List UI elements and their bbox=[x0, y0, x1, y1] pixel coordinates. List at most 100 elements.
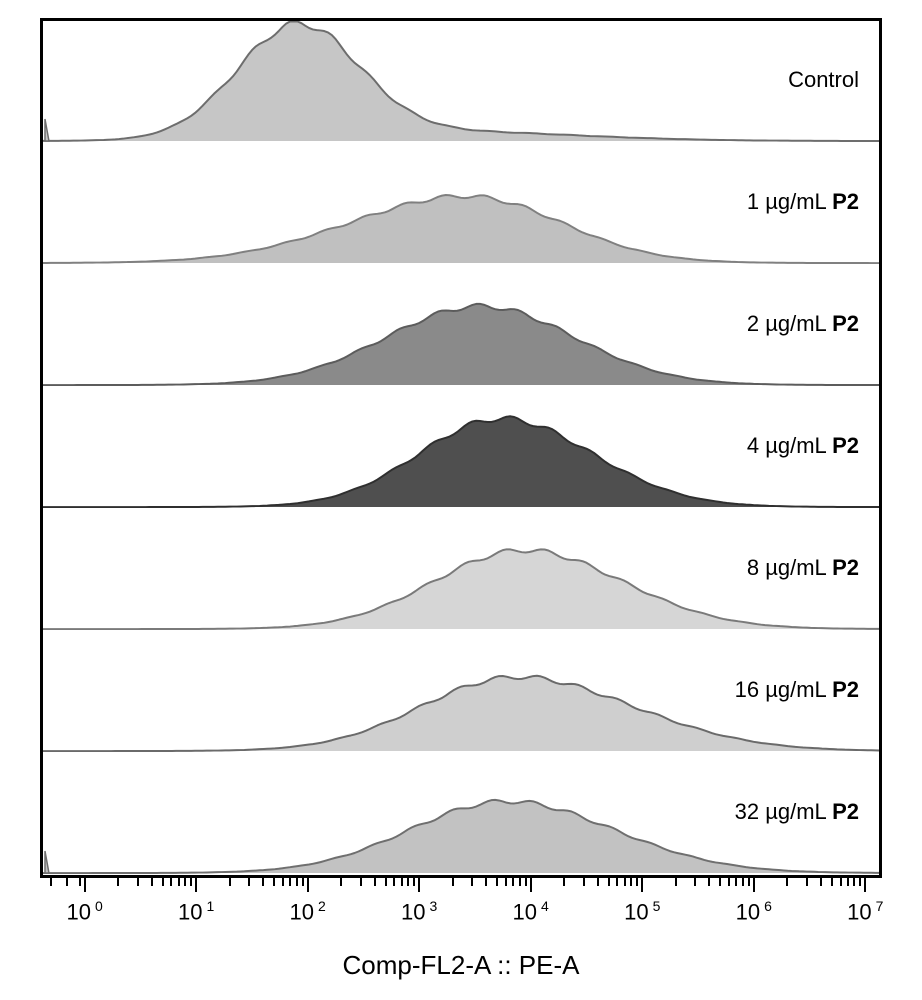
panel-label-bold: P2 bbox=[832, 189, 859, 214]
panel-label-prefix: Control bbox=[788, 67, 859, 92]
histogram-panel: 32 µg/mL P2 bbox=[43, 753, 879, 875]
tick-minor bbox=[831, 878, 833, 886]
tick-minor bbox=[452, 878, 454, 886]
tick-minor bbox=[853, 878, 855, 886]
tick-minor bbox=[820, 878, 822, 886]
tick-label: 102 bbox=[290, 898, 326, 925]
tick-minor bbox=[496, 878, 498, 886]
x-axis: 100 101 102 103 104 105 106 107 bbox=[40, 878, 882, 928]
tick-minor bbox=[413, 878, 415, 886]
tick-minor bbox=[636, 878, 638, 886]
tick-minor bbox=[401, 878, 403, 886]
panel-label: 4 µg/mL P2 bbox=[747, 433, 859, 459]
tick-minor bbox=[583, 878, 585, 886]
histogram-panel: Control bbox=[43, 21, 879, 143]
tick-minor bbox=[79, 878, 81, 886]
tick-minor bbox=[471, 878, 473, 886]
tick-minor bbox=[675, 878, 677, 886]
panel-label: 1 µg/mL P2 bbox=[747, 189, 859, 215]
tick-minor bbox=[360, 878, 362, 886]
chart-frame: Control1 µg/mL P22 µg/mL P24 µg/mL P28 µ… bbox=[40, 18, 882, 878]
panel-label-bold: P2 bbox=[832, 311, 859, 336]
tick-minor bbox=[563, 878, 565, 886]
tick-major bbox=[864, 878, 866, 892]
histogram-panel: 2 µg/mL P2 bbox=[43, 265, 879, 387]
tick-label: 106 bbox=[736, 898, 772, 925]
tick-major bbox=[530, 878, 532, 892]
tick-minor bbox=[248, 878, 250, 886]
tick-minor bbox=[485, 878, 487, 886]
tick-minor bbox=[786, 878, 788, 886]
tick-minor bbox=[385, 878, 387, 886]
tick-minor bbox=[859, 878, 861, 886]
tick-minor bbox=[505, 878, 507, 886]
tick-minor bbox=[616, 878, 618, 886]
tick-minor bbox=[719, 878, 721, 886]
panel-label-prefix: 8 µg/mL bbox=[747, 555, 832, 580]
panel-label: 16 µg/mL P2 bbox=[735, 677, 859, 703]
tick-minor bbox=[393, 878, 395, 886]
tick-minor bbox=[407, 878, 409, 886]
tick-minor bbox=[519, 878, 521, 886]
panel-label: 8 µg/mL P2 bbox=[747, 555, 859, 581]
tick-minor bbox=[178, 878, 180, 886]
tick-label: 105 bbox=[624, 898, 660, 925]
tick-minor bbox=[624, 878, 626, 886]
tick-minor bbox=[708, 878, 710, 886]
tick-minor bbox=[748, 878, 750, 886]
panel-label: 2 µg/mL P2 bbox=[747, 311, 859, 337]
tick-label: 104 bbox=[513, 898, 549, 925]
panel-label-prefix: 4 µg/mL bbox=[747, 433, 832, 458]
tick-minor bbox=[66, 878, 68, 886]
histogram-panel: 16 µg/mL P2 bbox=[43, 631, 879, 753]
tick-minor bbox=[742, 878, 744, 886]
tick-minor bbox=[117, 878, 119, 886]
tick-minor bbox=[229, 878, 231, 886]
tick-major bbox=[753, 878, 755, 892]
tick-minor bbox=[170, 878, 172, 886]
x-axis-title: Comp-FL2-A :: PE-A bbox=[0, 950, 922, 981]
tick-minor bbox=[151, 878, 153, 886]
panel-label-bold: P2 bbox=[832, 799, 859, 824]
tick-label: 107 bbox=[847, 898, 883, 925]
tick-major bbox=[84, 878, 86, 892]
tick-minor bbox=[273, 878, 275, 886]
tick-major bbox=[418, 878, 420, 892]
tick-minor bbox=[512, 878, 514, 886]
tick-minor bbox=[162, 878, 164, 886]
tick-minor bbox=[597, 878, 599, 886]
tick-minor bbox=[735, 878, 737, 886]
panel-label-prefix: 1 µg/mL bbox=[747, 189, 832, 214]
histogram-panel: 8 µg/mL P2 bbox=[43, 509, 879, 631]
x-axis-ticks bbox=[40, 878, 882, 896]
panel-label-bold: P2 bbox=[832, 677, 859, 702]
tick-minor bbox=[525, 878, 527, 886]
tick-minor bbox=[289, 878, 291, 886]
tick-minor bbox=[190, 878, 192, 886]
tick-major bbox=[307, 878, 309, 892]
tick-minor bbox=[262, 878, 264, 886]
tick-minor bbox=[728, 878, 730, 886]
tick-minor bbox=[282, 878, 284, 886]
panel-label: Control bbox=[788, 67, 859, 93]
tick-minor bbox=[694, 878, 696, 886]
tick-minor bbox=[184, 878, 186, 886]
tick-minor bbox=[847, 878, 849, 886]
tick-major bbox=[641, 878, 643, 892]
tick-minor bbox=[806, 878, 808, 886]
tick-minor bbox=[340, 878, 342, 886]
tick-minor bbox=[608, 878, 610, 886]
tick-minor bbox=[374, 878, 376, 886]
panel-label-bold: P2 bbox=[832, 555, 859, 580]
tick-minor bbox=[296, 878, 298, 886]
tick-label: 100 bbox=[66, 898, 102, 925]
tick-minor bbox=[50, 878, 52, 886]
tick-label: 101 bbox=[178, 898, 214, 925]
tick-minor bbox=[840, 878, 842, 886]
tick-minor bbox=[302, 878, 304, 886]
tick-minor bbox=[630, 878, 632, 886]
panel-label-prefix: 16 µg/mL bbox=[735, 677, 832, 702]
tick-label: 103 bbox=[401, 898, 437, 925]
panel-label-prefix: 2 µg/mL bbox=[747, 311, 832, 336]
tick-minor bbox=[137, 878, 139, 886]
